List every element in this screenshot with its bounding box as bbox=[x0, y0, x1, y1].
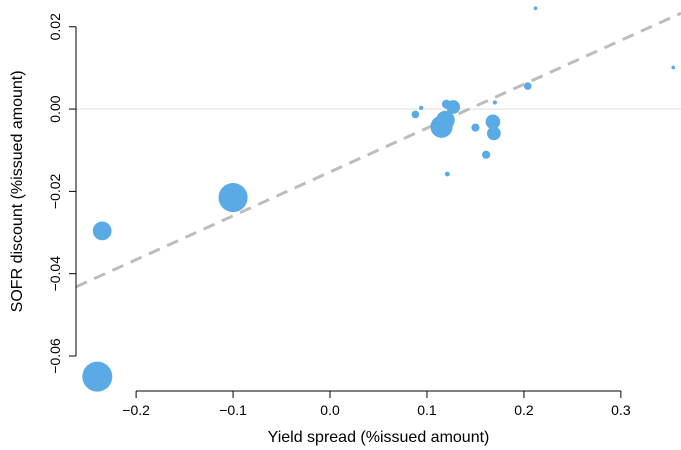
data-point-1 bbox=[218, 182, 248, 213]
data-point-8 bbox=[441, 99, 451, 109]
x-axis-title: Yield spread (%issued amount) bbox=[268, 429, 490, 446]
x-tick-label: 0.1 bbox=[417, 402, 437, 418]
y-tick-label: −0.06 bbox=[47, 338, 63, 374]
data-point-9 bbox=[411, 110, 420, 119]
fit-line bbox=[75, 11, 681, 289]
y-axis-title: SOFR discount (%issued amount) bbox=[9, 70, 26, 312]
axes-layer: −0.2 −0.1 0.0 0.1 0.2 0.3 −0.06 −0.04 −0.02 0.00 0… bbox=[47, 13, 631, 418]
y-tick-label: −0.04 bbox=[47, 256, 63, 292]
data-point-14 bbox=[444, 171, 450, 177]
data-point-12 bbox=[524, 82, 532, 90]
data-point-6 bbox=[485, 114, 501, 130]
data-point-13 bbox=[419, 105, 424, 110]
x-tick-label: 0.3 bbox=[611, 402, 631, 418]
data-point-7 bbox=[486, 126, 501, 141]
x-tick-label: 0.0 bbox=[320, 402, 340, 418]
x-tick-label: −0.1 bbox=[219, 402, 247, 418]
x-tick-label: 0.2 bbox=[514, 402, 534, 418]
data-point-15 bbox=[492, 100, 497, 105]
data-point-17 bbox=[671, 65, 676, 70]
data-point-4 bbox=[435, 110, 455, 130]
data-point-0 bbox=[82, 361, 113, 392]
x-tick-label: −0.2 bbox=[122, 402, 150, 418]
y-tick-label: 0.02 bbox=[47, 13, 63, 40]
data-point-10 bbox=[471, 123, 480, 132]
fit-line-layer bbox=[75, 11, 681, 289]
data-point-16 bbox=[533, 6, 538, 11]
y-tick-label: −0.02 bbox=[47, 173, 63, 209]
points-layer bbox=[82, 6, 676, 392]
data-point-2 bbox=[92, 221, 112, 241]
data-point-11 bbox=[482, 150, 491, 159]
y-tick-label: 0.00 bbox=[47, 95, 63, 122]
